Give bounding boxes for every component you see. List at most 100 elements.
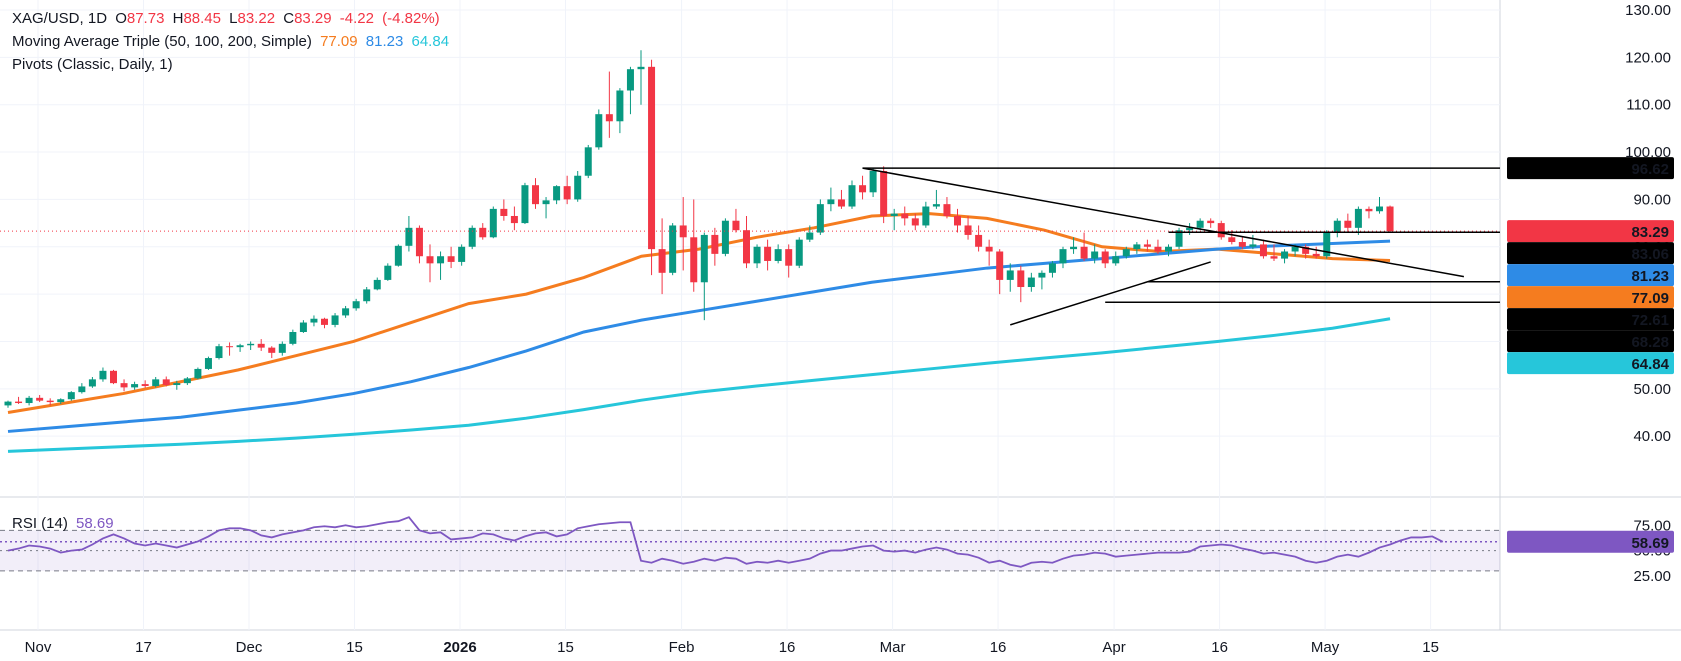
candle-body (605, 114, 613, 122)
pivots-title: Pivots (Classic, Daily, 1) (12, 56, 173, 73)
candle-body (553, 186, 561, 201)
candle-body (352, 301, 360, 309)
time-axis[interactable]: Nov 17 Dec 15 2026 15 Feb 16 Mar 16 Apr 16 May 15 (25, 639, 1439, 656)
candle-body (437, 256, 445, 264)
candle-body (859, 185, 867, 193)
price-label: 96.62 (1631, 161, 1669, 178)
rsi-current-label: 58.69 (1631, 535, 1669, 552)
x-tick-label: Feb (669, 639, 695, 656)
candle-body (985, 246, 993, 252)
symbol-label[interactable]: XAG/USD, 1D (12, 10, 108, 27)
candle-body (36, 397, 44, 401)
candle-body (911, 218, 919, 226)
candle-body (194, 368, 202, 379)
candle-body (67, 392, 75, 400)
candle-body (1238, 242, 1246, 247)
candle-body (890, 213, 898, 216)
change-value: -4.22 (339, 10, 374, 27)
x-tick-label: Mar (880, 639, 906, 656)
ma-legend[interactable]: Moving Average Triple (50, 100, 200, Sim… (12, 33, 453, 50)
low-value: 83.22 (237, 10, 276, 27)
candle-body (321, 318, 328, 325)
candle-body (1186, 227, 1194, 231)
candle-body (162, 379, 170, 386)
x-tick-label: 16 (1211, 639, 1228, 656)
x-tick-label: Dec (236, 639, 263, 656)
price-label-bg (1507, 330, 1674, 353)
candle-body (574, 175, 582, 200)
candle-body (669, 225, 677, 273)
candle-body (342, 308, 350, 316)
ma50-line (7, 212, 1391, 414)
x-tick-label: 2026 (443, 639, 476, 656)
candle-body (500, 208, 508, 216)
candle-body (1376, 206, 1383, 212)
candle-body (1312, 253, 1320, 257)
price-label-bg (1507, 352, 1674, 375)
candle-body (658, 249, 666, 273)
y-tick-label: 40.00 (1633, 428, 1671, 445)
price-axis[interactable]: 40.0050.0060.0070.0080.0090.00100.00110.… (1507, 2, 1674, 585)
x-tick-label: 15 (557, 639, 574, 656)
candle-body (510, 215, 518, 224)
candle-body (363, 289, 371, 302)
candle-body (415, 227, 423, 257)
candle-body (278, 343, 286, 353)
candle-body (532, 185, 539, 205)
candle-body (975, 234, 983, 247)
candle-body (1196, 220, 1204, 228)
candle-body (1302, 246, 1310, 254)
candle-body (1291, 246, 1299, 252)
price-label: 77.09 (1631, 290, 1669, 307)
candle-body (1249, 244, 1257, 247)
candle-body (141, 384, 149, 386)
candle-body (1228, 237, 1236, 243)
candle-body (943, 204, 951, 216)
x-tick-label: Nov (25, 639, 52, 656)
candle-body (1333, 220, 1341, 233)
candle-body (764, 246, 772, 261)
candle-body (1386, 206, 1394, 232)
ma100-line (7, 239, 1391, 433)
price-label: 81.23 (1631, 268, 1669, 285)
candle-body (479, 227, 487, 238)
candle-body (384, 265, 392, 280)
trend-line (862, 167, 1465, 278)
trend-line (1010, 261, 1211, 326)
rsi-line (7, 516, 1444, 568)
candle-body (1365, 208, 1373, 212)
candle-body (1017, 270, 1025, 288)
candle-body (426, 256, 434, 264)
candle-body (1143, 244, 1151, 247)
candle-body (204, 358, 212, 369)
pivots-legend[interactable]: Pivots (Classic, Daily, 1) (12, 56, 177, 73)
candle-body (46, 400, 54, 403)
rsi-legend[interactable]: RSI (14) 58.69 (12, 515, 118, 532)
moving-averages (7, 212, 1391, 453)
candle-body (827, 199, 835, 205)
high-value: 88.45 (183, 10, 221, 27)
candle-body (732, 220, 740, 231)
y-tick-label: 100.00 (1625, 144, 1671, 161)
candle-body (1080, 246, 1088, 259)
ma-title: Moving Average Triple (50, 100, 200, Sim… (12, 33, 312, 50)
price-legend: XAG/USD, 1D O87.73 H88.45 L83.22 C83.29 … (12, 10, 444, 27)
price-label-bg (1507, 286, 1674, 309)
candle-body (1006, 270, 1014, 280)
y-tick-label: 120.00 (1625, 49, 1671, 66)
candle-body (394, 245, 402, 266)
candle-body (183, 378, 191, 384)
candle-body (257, 343, 265, 348)
candle-body (1259, 244, 1267, 257)
candle-body (616, 90, 624, 122)
price-label-bg (1507, 157, 1674, 180)
candle-body (700, 234, 708, 283)
candle-body (1070, 246, 1078, 250)
candle-body (1133, 244, 1141, 250)
candle-body (595, 114, 603, 148)
candle-body (99, 370, 107, 380)
candle-body (1175, 230, 1183, 247)
candle-body (563, 186, 571, 200)
candle-body (922, 206, 930, 226)
